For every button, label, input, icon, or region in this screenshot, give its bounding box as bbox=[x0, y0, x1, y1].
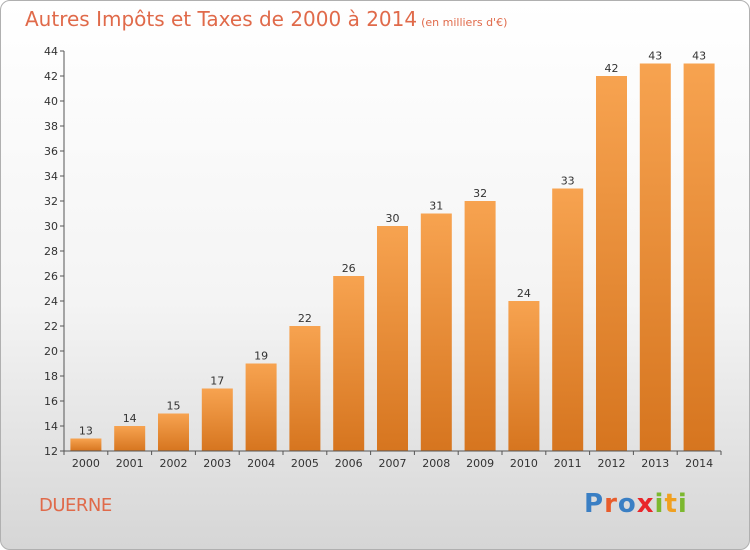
x-tick-label: 2013 bbox=[641, 457, 669, 470]
y-tick-label: 18 bbox=[44, 370, 58, 383]
bar bbox=[464, 201, 496, 451]
x-tick-label: 2014 bbox=[685, 457, 713, 470]
x-tick-label: 2012 bbox=[598, 457, 626, 470]
logo-letter: x bbox=[636, 489, 655, 519]
y-tick-label: 14 bbox=[44, 420, 58, 433]
bar bbox=[420, 213, 452, 451]
bar bbox=[158, 413, 189, 451]
data-label: 19 bbox=[254, 350, 268, 363]
y-tick-label: 22 bbox=[44, 320, 58, 333]
bar bbox=[201, 388, 233, 451]
bar bbox=[70, 438, 102, 451]
x-tick-label: 2003 bbox=[203, 457, 231, 470]
data-label: 42 bbox=[605, 62, 619, 75]
x-tick-label: 2008 bbox=[422, 457, 450, 470]
logo-letter: o bbox=[617, 489, 637, 519]
data-label: 13 bbox=[79, 425, 93, 438]
data-label: 22 bbox=[298, 312, 312, 325]
logo-letter: i bbox=[654, 489, 665, 519]
bar bbox=[333, 276, 365, 451]
logo-letter: i bbox=[677, 489, 688, 519]
proxiti-logo: Proxiti bbox=[584, 489, 688, 519]
data-label: 15 bbox=[167, 400, 181, 413]
y-tick-label: 28 bbox=[44, 245, 58, 258]
chart-unit: (en milliers d'€) bbox=[421, 16, 508, 29]
data-label: 43 bbox=[648, 50, 662, 63]
x-tick-label: 2002 bbox=[160, 457, 188, 470]
bar bbox=[552, 188, 584, 451]
y-tick-label: 26 bbox=[44, 270, 58, 283]
y-tick-label: 34 bbox=[44, 170, 58, 183]
bar bbox=[289, 326, 321, 451]
data-label: 26 bbox=[342, 262, 356, 275]
y-tick-label: 30 bbox=[44, 220, 58, 233]
y-tick-label: 16 bbox=[44, 395, 58, 408]
logo-letter: r bbox=[604, 489, 618, 519]
data-label: 32 bbox=[473, 187, 487, 200]
y-tick-label: 44 bbox=[44, 45, 58, 58]
logo-letter: t bbox=[664, 489, 678, 519]
x-tick-label: 2011 bbox=[554, 457, 582, 470]
x-tick-label: 2009 bbox=[466, 457, 494, 470]
bar bbox=[377, 226, 408, 451]
logo-letter: P bbox=[584, 489, 605, 519]
x-tick-label: 2004 bbox=[247, 457, 275, 470]
bar bbox=[596, 76, 627, 451]
data-label: 43 bbox=[692, 50, 706, 63]
x-tick-label: 2006 bbox=[335, 457, 363, 470]
data-label: 17 bbox=[210, 375, 224, 388]
x-tick-label: 2000 bbox=[72, 457, 100, 470]
bar bbox=[683, 63, 715, 451]
bar bbox=[639, 63, 671, 451]
x-tick-label: 2001 bbox=[116, 457, 144, 470]
x-tick-label: 2007 bbox=[379, 457, 407, 470]
y-tick-label: 20 bbox=[44, 345, 58, 358]
y-tick-label: 12 bbox=[44, 445, 58, 458]
chart-title-text: Autres Impôts et Taxes de 2000 à 2014 bbox=[25, 7, 418, 31]
y-tick-label: 32 bbox=[44, 195, 58, 208]
data-label: 31 bbox=[429, 200, 443, 213]
y-tick-label: 24 bbox=[44, 295, 58, 308]
bar bbox=[245, 363, 277, 451]
chart-title: Autres Impôts et Taxes de 2000 à 2014 (en… bbox=[25, 7, 507, 31]
data-label: 33 bbox=[561, 175, 575, 188]
x-tick-label: 2005 bbox=[291, 457, 319, 470]
bar bbox=[114, 426, 146, 451]
data-label: 14 bbox=[123, 412, 137, 425]
x-tick-label: 2010 bbox=[510, 457, 538, 470]
y-tick-label: 38 bbox=[44, 120, 58, 133]
bar bbox=[508, 301, 540, 451]
y-tick-label: 40 bbox=[44, 95, 58, 108]
y-tick-label: 36 bbox=[44, 145, 58, 158]
y-tick-label: 42 bbox=[44, 70, 58, 83]
commune-name: DUERNE bbox=[39, 495, 112, 516]
data-label: 24 bbox=[517, 287, 531, 300]
data-label: 30 bbox=[386, 212, 400, 225]
